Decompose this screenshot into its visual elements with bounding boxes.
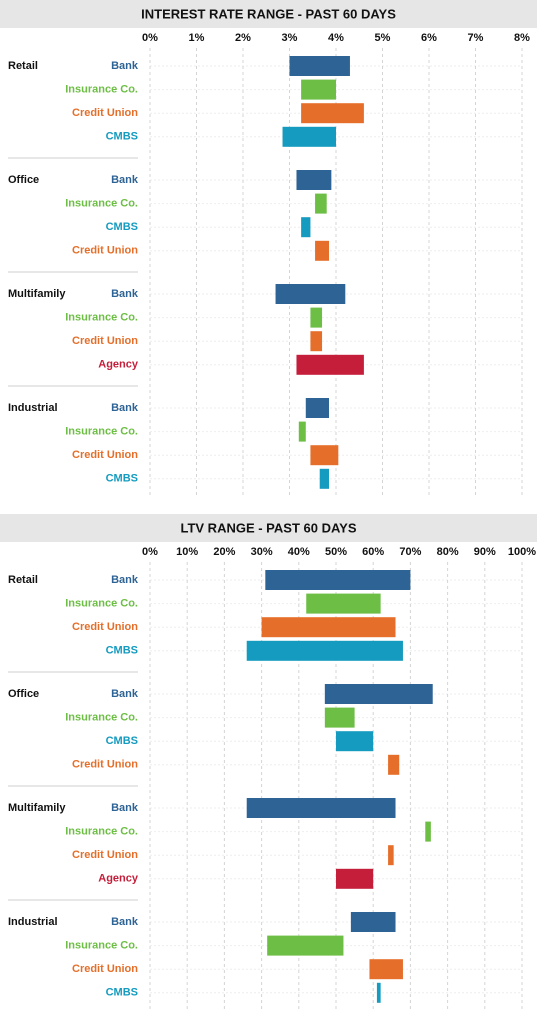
x-tick-label: 0%: [142, 546, 158, 558]
row-label: Credit Union: [72, 621, 138, 633]
x-tick-label: 70%: [399, 546, 421, 558]
x-tick-label: 0%: [142, 32, 158, 44]
row-label: Bank: [111, 574, 139, 586]
title-band: [0, 0, 537, 28]
row-label: Agency: [98, 873, 139, 885]
group-label: Office: [8, 174, 39, 186]
x-tick-label: 5%: [375, 32, 391, 44]
row-label: Insurance Co.: [65, 826, 138, 838]
group-label: Industrial: [8, 916, 58, 928]
range-bar: [315, 240, 330, 261]
chart-title: LTV RANGE - PAST 60 DAYS: [180, 520, 356, 535]
row-label: Bank: [111, 402, 139, 414]
range-bar: [305, 398, 330, 418]
row-label: Credit Union: [72, 335, 138, 347]
row-label: Bank: [111, 174, 139, 186]
x-tick-label: 3%: [282, 32, 298, 44]
row-label: CMBS: [106, 987, 138, 999]
range-bar: [301, 103, 364, 124]
row-label: Bank: [111, 916, 139, 928]
row-label: Insurance Co.: [65, 312, 138, 324]
row-label: CMBS: [106, 735, 138, 747]
x-tick-label: 60%: [362, 546, 384, 558]
range-bar: [388, 845, 394, 866]
group-label: Industrial: [8, 402, 58, 414]
range-bar: [246, 798, 396, 818]
x-tick-label: 10%: [176, 546, 198, 558]
x-tick-label: 40%: [288, 546, 310, 558]
row-label: Agency: [98, 359, 139, 371]
row-label: CMBS: [106, 221, 138, 233]
row-label: Insurance Co.: [65, 426, 138, 438]
range-bar: [388, 754, 400, 775]
x-tick-label: 80%: [437, 546, 459, 558]
group-label: Office: [8, 688, 39, 700]
row-label: CMBS: [106, 645, 138, 657]
range-bar: [369, 959, 403, 980]
x-tick-label: 4%: [328, 32, 344, 44]
x-tick-label: 7%: [468, 32, 484, 44]
range-bar: [336, 868, 374, 889]
range-bar: [282, 126, 336, 147]
x-tick-label: 50%: [325, 546, 347, 558]
range-bar: [301, 217, 311, 238]
range-bar: [336, 731, 374, 752]
row-label: Credit Union: [72, 963, 138, 975]
range-bar: [296, 354, 364, 375]
row-label: Bank: [111, 688, 139, 700]
row-label: Bank: [111, 288, 139, 300]
row-label: Credit Union: [72, 449, 138, 461]
range-bar: [319, 468, 330, 489]
range-bar: [350, 912, 396, 932]
title-band: [0, 514, 537, 542]
range-bar: [298, 421, 306, 442]
range-bar: [324, 684, 433, 704]
row-label: Insurance Co.: [65, 712, 138, 724]
range-bar: [376, 982, 381, 1003]
range-bar: [310, 445, 339, 466]
row-label: Credit Union: [72, 245, 138, 257]
x-tick-label: 2%: [235, 32, 251, 44]
row-label: Bank: [111, 60, 139, 72]
row-label: Insurance Co.: [65, 198, 138, 210]
x-tick-label: 30%: [251, 546, 273, 558]
range-bar: [306, 593, 381, 614]
group-label: Retail: [8, 60, 38, 72]
range-bar: [267, 935, 344, 956]
row-label: Credit Union: [72, 849, 138, 861]
x-tick-label: 90%: [474, 546, 496, 558]
row-label: Insurance Co.: [65, 940, 138, 952]
row-label: Credit Union: [72, 759, 138, 771]
range-bar: [261, 617, 396, 638]
row-label: Insurance Co.: [65, 84, 138, 96]
x-tick-label: 8%: [514, 32, 530, 44]
row-label: Insurance Co.: [65, 598, 138, 610]
x-tick-label: 20%: [213, 546, 235, 558]
row-label: CMBS: [106, 473, 138, 485]
range-bar: [425, 821, 431, 842]
range-bar: [265, 570, 411, 590]
group-label: Retail: [8, 574, 38, 586]
range-bar: [246, 640, 403, 661]
range-bar: [289, 56, 350, 76]
group-label: Multifamily: [8, 802, 66, 814]
range-bar: [324, 707, 355, 728]
range-bar: [315, 193, 327, 214]
range-bar: [301, 79, 336, 100]
group-label: Multifamily: [8, 288, 66, 300]
range-bar: [310, 307, 323, 328]
row-label: Credit Union: [72, 107, 138, 119]
x-tick-label: 6%: [421, 32, 437, 44]
range-bar: [296, 170, 332, 190]
x-tick-label: 100%: [508, 546, 536, 558]
row-label: CMBS: [106, 131, 138, 143]
chart-title: INTEREST RATE RANGE - PAST 60 DAYS: [141, 6, 396, 21]
row-label: Bank: [111, 802, 139, 814]
range-bar: [275, 284, 346, 304]
range-bar: [310, 331, 323, 352]
x-tick-label: 1%: [189, 32, 205, 44]
